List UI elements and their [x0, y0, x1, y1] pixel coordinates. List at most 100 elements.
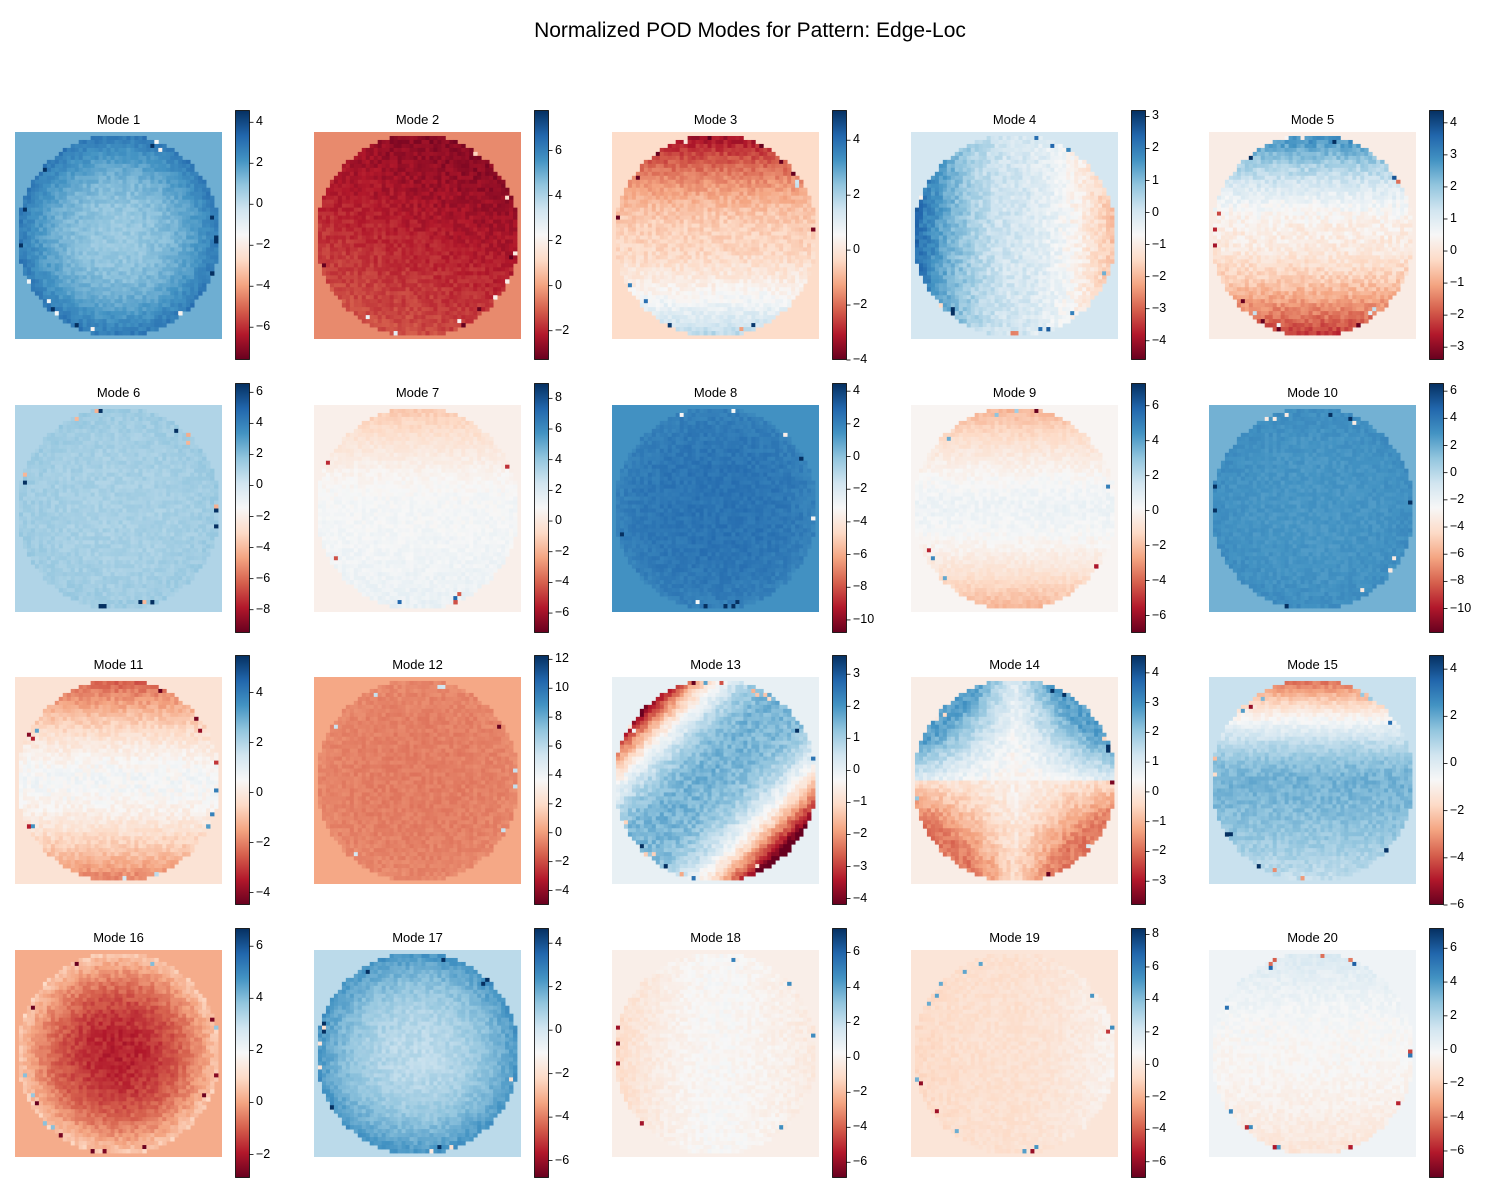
- heatmap-cell: [66, 283, 72, 288]
- heatmap-cell: [727, 147, 732, 153]
- heatmap-cell: [743, 215, 748, 220]
- heatmap-cell: [182, 259, 187, 264]
- heatmap-cell: [509, 199, 514, 205]
- heatmap-cell: [50, 299, 56, 304]
- heatmap-cell: [497, 207, 502, 213]
- heatmap-cell: [477, 231, 482, 236]
- heatmap-cell: [206, 255, 211, 260]
- heatmap-cell: [683, 223, 689, 228]
- heatmap-cell: [333, 255, 339, 260]
- heatmap-cell: [727, 175, 732, 181]
- heatmap-cell: [38, 259, 44, 264]
- heatmap-cell: [683, 159, 689, 165]
- heatmap-cell: [381, 315, 387, 320]
- heatmap-cell: [349, 271, 355, 276]
- heatmap-cell: [449, 223, 454, 228]
- heatmap-cell: [162, 311, 167, 316]
- heatmap-cell: [102, 155, 107, 161]
- heatmap-cell: [190, 171, 195, 177]
- heatmap-cell: [94, 171, 99, 177]
- heatmap-cell: [341, 195, 347, 201]
- heatmap-cell: [469, 211, 474, 216]
- heatmap-cell: [453, 307, 458, 312]
- heatmap-cell: [70, 267, 76, 272]
- heatmap-cell: [791, 183, 796, 189]
- heatmap-cell: [194, 291, 199, 296]
- heatmap-cell: [513, 227, 518, 232]
- heatmap-cell: [501, 199, 506, 205]
- heatmap-cell: [703, 207, 708, 213]
- heatmap-cell: [441, 187, 446, 193]
- heatmap-cell: [445, 223, 450, 228]
- heatmap-cell: [445, 291, 450, 296]
- heatmap-cell: [695, 223, 700, 228]
- heatmap-cell: [186, 187, 191, 193]
- heatmap-cell: [473, 267, 478, 272]
- heatmap-cell: [78, 203, 84, 209]
- heatmap-cell: [34, 227, 40, 232]
- heatmap-cell: [86, 187, 92, 193]
- heatmap-cell: [449, 275, 454, 280]
- heatmap-cell: [154, 243, 159, 248]
- heatmap-cell: [477, 211, 482, 216]
- heatmap-cell: [158, 195, 163, 201]
- heatmap-cell: [34, 279, 40, 284]
- heatmap-cell: [110, 239, 115, 244]
- heatmap-cell: [349, 263, 355, 268]
- heatmap-cell: [413, 199, 418, 205]
- heatmap-cell: [66, 255, 72, 260]
- heatmap-cell: [651, 219, 657, 224]
- heatmap-cell: [481, 307, 486, 312]
- heatmap-cell: [38, 263, 44, 268]
- heatmap-cell: [425, 151, 430, 157]
- heatmap-cell: [361, 247, 367, 252]
- heatmap-cell: [377, 163, 383, 169]
- heatmap-cell: [513, 247, 518, 252]
- heatmap-cell: [158, 179, 163, 185]
- heatmap-cell: [659, 199, 665, 205]
- heatmap-cell: [110, 291, 115, 296]
- heatmap-cell: [154, 307, 159, 312]
- heatmap-cell: [655, 155, 661, 161]
- heatmap-cell: [146, 163, 151, 169]
- heatmap-cell: [381, 303, 387, 308]
- heatmap-cell: [365, 147, 371, 153]
- heatmap-cell: [461, 283, 466, 288]
- heatmap-cell: [739, 207, 744, 213]
- heatmap-cell: [477, 223, 482, 228]
- heatmap-cell: [381, 319, 387, 324]
- heatmap-cell: [154, 259, 159, 264]
- heatmap-cell: [401, 303, 406, 308]
- heatmap-cell: [501, 247, 506, 252]
- heatmap-cell: [78, 255, 84, 260]
- heatmap-cell: [485, 195, 490, 201]
- heatmap-cell: [325, 275, 331, 280]
- heatmap-cell: [337, 291, 343, 296]
- heatmap-cell: [54, 179, 60, 185]
- heatmap-cell: [50, 159, 56, 165]
- heatmap-cell: [755, 187, 760, 193]
- heatmap-cell: [321, 247, 327, 252]
- heatmap-cell: [473, 179, 478, 185]
- heatmap-cell: [381, 295, 387, 300]
- heatmap-cell: [78, 251, 84, 256]
- heatmap-cell: [795, 199, 800, 205]
- heatmap-cell: [401, 135, 406, 141]
- heatmap-cell: [345, 207, 351, 213]
- heatmap-cell: [663, 203, 669, 209]
- heatmap-cell: [142, 243, 147, 248]
- heatmap-cell: [90, 151, 96, 157]
- heatmap-cell: [393, 151, 398, 157]
- heatmap-cell: [683, 163, 689, 169]
- heatmap-cell: [445, 219, 450, 224]
- heatmap-cell: [365, 167, 371, 173]
- heatmap-cell: [409, 179, 414, 185]
- heatmap-cell: [317, 243, 323, 248]
- heatmap-cell: [409, 291, 414, 296]
- heatmap-cell: [142, 239, 147, 244]
- heatmap-cell: [110, 295, 115, 300]
- heatmap-cell: [373, 223, 379, 228]
- heatmap-cell: [473, 291, 478, 296]
- heatmap-cell: [146, 203, 151, 209]
- heatmap-cell: [775, 155, 780, 161]
